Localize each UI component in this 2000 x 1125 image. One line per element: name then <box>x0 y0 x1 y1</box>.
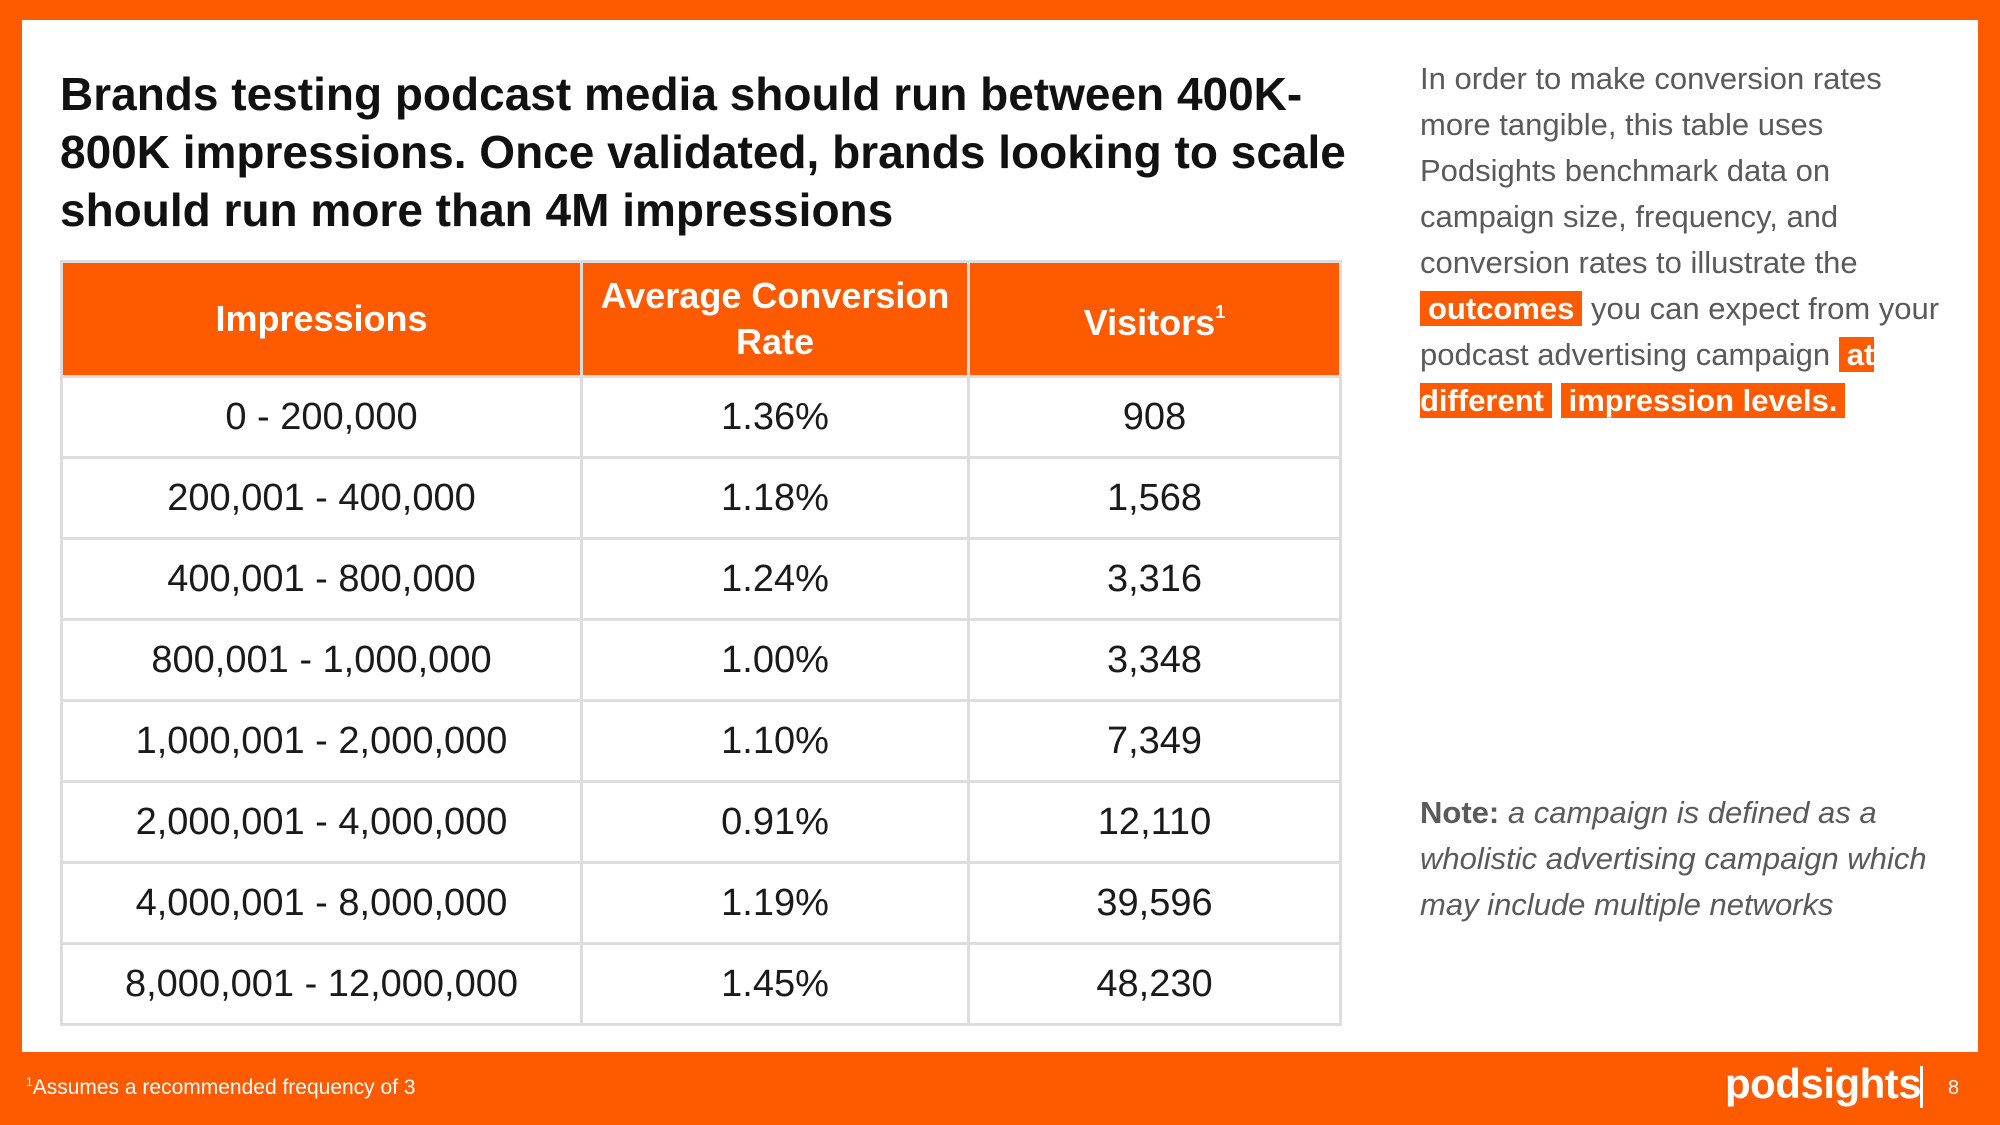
table-row: 1,000,001 - 2,000,000 1.10% 7,349 <box>60 699 1342 783</box>
table-header-row: Impressions Average Conversion Rate Visi… <box>60 260 1342 378</box>
table-row: 400,001 - 800,000 1.24% 3,316 <box>60 537 1342 621</box>
campaign-note: Note: a campaign is defined as a wholist… <box>1420 790 1960 928</box>
table-row: 0 - 200,000 1.36% 908 <box>60 375 1342 459</box>
impressions-cell: 4,000,001 - 8,000,000 <box>60 861 583 945</box>
explainer-text-1: In order to make conversion rates more t… <box>1420 61 1882 280</box>
note-label: Note: <box>1420 795 1500 830</box>
impressions-cell: 2,000,001 - 4,000,000 <box>60 780 583 864</box>
page-number: 8 <box>1948 1077 1960 1099</box>
table-row: 800,001 - 1,000,000 1.00% 3,348 <box>60 618 1342 702</box>
table-row: 2,000,001 - 4,000,000 0.91% 12,110 <box>60 780 1342 864</box>
conversion-rate-cell: 1.18% <box>580 456 970 540</box>
impressions-cell: 200,001 - 400,000 <box>60 456 583 540</box>
footnote: 1Assumes a recommended frequency of 3 <box>26 1075 416 1100</box>
visitors-cell: 48,230 <box>967 942 1342 1026</box>
visitors-cell: 3,316 <box>967 537 1342 621</box>
conversion-rate-cell: 1.00% <box>580 618 970 702</box>
table-row: 200,001 - 400,000 1.18% 1,568 <box>60 456 1342 540</box>
visitors-cell: 12,110 <box>967 780 1342 864</box>
header-visitors-label: Visitors <box>1083 301 1216 343</box>
slide: Brands testing podcast media should run … <box>22 20 1978 1052</box>
impressions-cell: 1,000,001 - 2,000,000 <box>60 699 583 783</box>
conversion-rate-cell: 0.91% <box>580 780 970 864</box>
visitors-cell: 39,596 <box>967 861 1342 945</box>
conversion-rate-cell: 1.45% <box>580 942 970 1026</box>
header-impressions: Impressions <box>60 260 583 378</box>
conversion-rate-cell: 1.24% <box>580 537 970 621</box>
highlight-impression-levels: impression levels. <box>1560 383 1846 418</box>
page-title: Brands testing podcast media should run … <box>60 68 1346 236</box>
footer-divider <box>1920 1066 1923 1108</box>
conversion-rate-cell: 1.10% <box>580 699 970 783</box>
footnote-marker: 1 <box>1215 301 1226 322</box>
impressions-cell: 0 - 200,000 <box>60 375 583 459</box>
header-conversion-rate: Average Conversion Rate <box>580 260 970 378</box>
visitors-cell: 3,348 <box>967 618 1342 702</box>
sidebar-explainer: In order to make conversion rates more t… <box>1420 56 1960 424</box>
podsights-logo: podsights <box>1725 1060 1922 1107</box>
footnote-number: 1 <box>26 1075 33 1089</box>
footnote-text: Assumes a recommended frequency of 3 <box>32 1076 416 1099</box>
conversion-rate-cell: 1.36% <box>580 375 970 459</box>
explainer-paragraph: In order to make conversion rates more t… <box>1420 56 1960 424</box>
table-row: 8,000,001 - 12,000,000 1.45% 48,230 <box>60 942 1342 1026</box>
impressions-cell: 8,000,001 - 12,000,000 <box>60 942 583 1026</box>
impressions-cell: 800,001 - 1,000,000 <box>60 618 583 702</box>
impressions-cell: 400,001 - 800,000 <box>60 537 583 621</box>
table-row: 4,000,001 - 8,000,000 1.19% 39,596 <box>60 861 1342 945</box>
header-visitors: Visitors1 <box>967 260 1342 378</box>
impressions-table: Impressions Average Conversion Rate Visi… <box>60 260 1342 1026</box>
explainer-text-2: you can expect from your podcast adverti… <box>1420 291 1940 372</box>
visitors-cell: 7,349 <box>967 699 1342 783</box>
conversion-rate-cell: 1.19% <box>580 861 970 945</box>
highlight-outcomes: outcomes <box>1420 291 1583 326</box>
visitors-cell: 908 <box>967 375 1342 459</box>
visitors-cell: 1,568 <box>967 456 1342 540</box>
note-text: a campaign is defined as a wholistic adv… <box>1420 795 1927 922</box>
